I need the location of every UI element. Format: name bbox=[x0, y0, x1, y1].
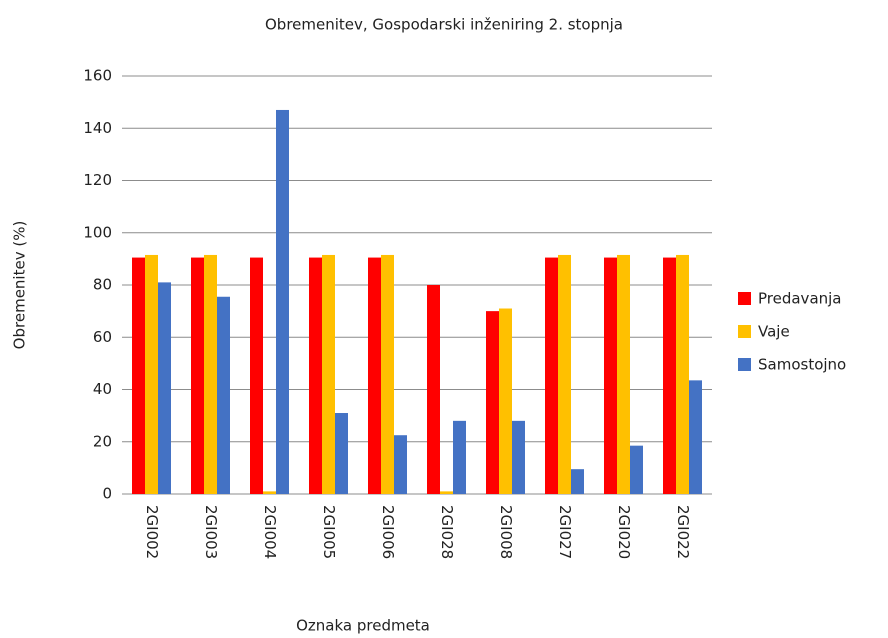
bar bbox=[499, 308, 512, 494]
x-tick-label: 2GI027 bbox=[556, 505, 574, 559]
bar bbox=[381, 254, 394, 494]
x-axis-label: Oznaka predmeta bbox=[296, 617, 430, 635]
legend-label: Vaje bbox=[758, 323, 790, 341]
bar bbox=[453, 420, 466, 494]
bar bbox=[158, 282, 171, 494]
y-tick-label: 140 bbox=[83, 119, 112, 137]
bar bbox=[309, 257, 322, 494]
y-tick-label: 100 bbox=[83, 223, 112, 241]
y-tick-label: 60 bbox=[93, 328, 112, 346]
bar bbox=[512, 420, 525, 494]
bar bbox=[689, 380, 702, 494]
bar bbox=[250, 257, 263, 494]
bar bbox=[276, 109, 289, 495]
bar bbox=[440, 491, 453, 494]
y-tick-label: 80 bbox=[93, 276, 112, 294]
x-tick-label: 2GI004 bbox=[261, 505, 279, 559]
y-tick-label: 160 bbox=[83, 67, 112, 85]
bar bbox=[617, 254, 630, 494]
y-tick-label: 40 bbox=[93, 380, 112, 398]
legend-swatch bbox=[738, 292, 751, 305]
chart-title: Obremenitev, Gospodarski inženiring 2. s… bbox=[265, 16, 623, 34]
bar bbox=[263, 491, 276, 494]
bar bbox=[191, 257, 204, 494]
bar bbox=[132, 257, 145, 494]
x-tick-label: 2GI008 bbox=[497, 505, 515, 559]
bar bbox=[571, 469, 584, 494]
x-tick-label: 2GI002 bbox=[143, 505, 161, 559]
bar bbox=[145, 254, 158, 494]
x-tick-label: 2GI022 bbox=[674, 505, 692, 559]
x-tick-label: 2GI005 bbox=[320, 505, 338, 559]
bar bbox=[427, 285, 440, 494]
bar bbox=[217, 296, 230, 494]
legend-label: Samostojno bbox=[758, 356, 846, 374]
bar bbox=[486, 311, 499, 494]
y-tick-label: 0 bbox=[102, 485, 112, 503]
bar bbox=[322, 254, 335, 494]
bar bbox=[676, 254, 689, 494]
legend-label: Predavanja bbox=[758, 290, 842, 308]
x-tick-label: 2GI006 bbox=[379, 505, 397, 559]
x-tick-label: 2GI003 bbox=[202, 505, 220, 559]
bar bbox=[604, 257, 617, 494]
bar bbox=[545, 257, 558, 494]
x-tick-label: 2GI028 bbox=[438, 505, 456, 559]
bar bbox=[630, 445, 643, 494]
legend-swatch bbox=[738, 358, 751, 371]
y-tick-label: 120 bbox=[83, 171, 112, 189]
y-axis-label: Obremenitev (%) bbox=[11, 221, 29, 350]
bar bbox=[394, 435, 407, 494]
bar bbox=[204, 254, 217, 494]
legend-swatch bbox=[738, 325, 751, 338]
bar bbox=[663, 257, 676, 494]
x-tick-label: 2GI020 bbox=[615, 505, 633, 559]
bar bbox=[558, 254, 571, 494]
y-tick-label: 20 bbox=[93, 432, 112, 450]
bar bbox=[368, 257, 381, 494]
bar bbox=[335, 413, 348, 494]
